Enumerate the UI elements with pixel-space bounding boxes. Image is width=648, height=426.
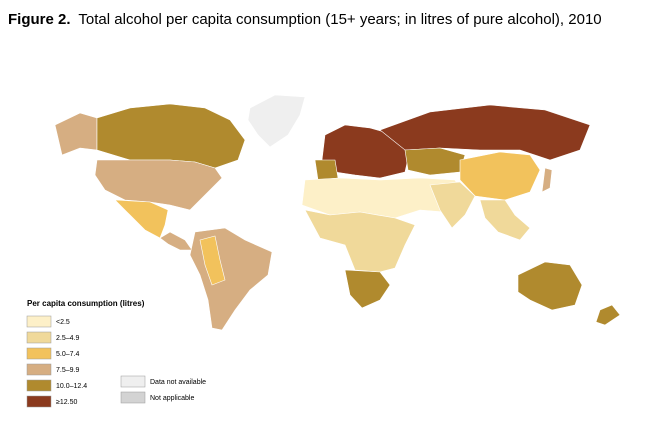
legend-title: Per capita consumption (litres) [27, 299, 145, 308]
legend-swatch [26, 331, 52, 344]
legend-swatch [26, 315, 52, 328]
iberia [314, 159, 339, 181]
southeast-asia [479, 199, 531, 241]
japan [541, 167, 553, 193]
legend-label: 10.0–12.4 [56, 383, 87, 390]
usa [94, 159, 223, 211]
canada [96, 103, 246, 169]
new-zealand [595, 304, 621, 326]
central-africa [304, 209, 416, 273]
legend-label: 7.5–9.9 [56, 367, 79, 374]
alaska [54, 112, 98, 156]
figure-number: Figure 2. [8, 11, 71, 28]
legend-label: 5.0–7.4 [56, 351, 79, 358]
legend-label: 2.5–4.9 [56, 335, 79, 342]
legend-label: ≥12.50 [56, 399, 77, 406]
legend-swatch [26, 347, 52, 360]
figure-title: Total alcohol per capita consumption (15… [78, 11, 601, 28]
legend-swatch [26, 363, 52, 376]
china [459, 151, 541, 201]
central-america [159, 231, 193, 251]
legend: <2.5 2.5–4.9 5.0–7.4 7.5–9.9 10.0–12.4 ≥12.50… [26, 315, 206, 408]
central-asia [404, 147, 466, 176]
legend-label: Data not available [150, 379, 206, 386]
legend-label: Not applicable [150, 395, 194, 402]
title: Figure 2. Total alcohol per capita consu… [8, 11, 602, 28]
australia [517, 261, 583, 311]
greenland [247, 94, 306, 148]
legend-swatch [120, 375, 146, 388]
andes [199, 235, 226, 286]
southern-africa [344, 269, 391, 309]
legend-swatch [26, 379, 52, 392]
legend-label: <2.5 [56, 319, 70, 326]
world-map [54, 94, 621, 331]
mexico [114, 199, 169, 239]
legend-swatch [26, 395, 52, 408]
south-asia [429, 181, 476, 229]
legend-swatch [120, 391, 146, 404]
